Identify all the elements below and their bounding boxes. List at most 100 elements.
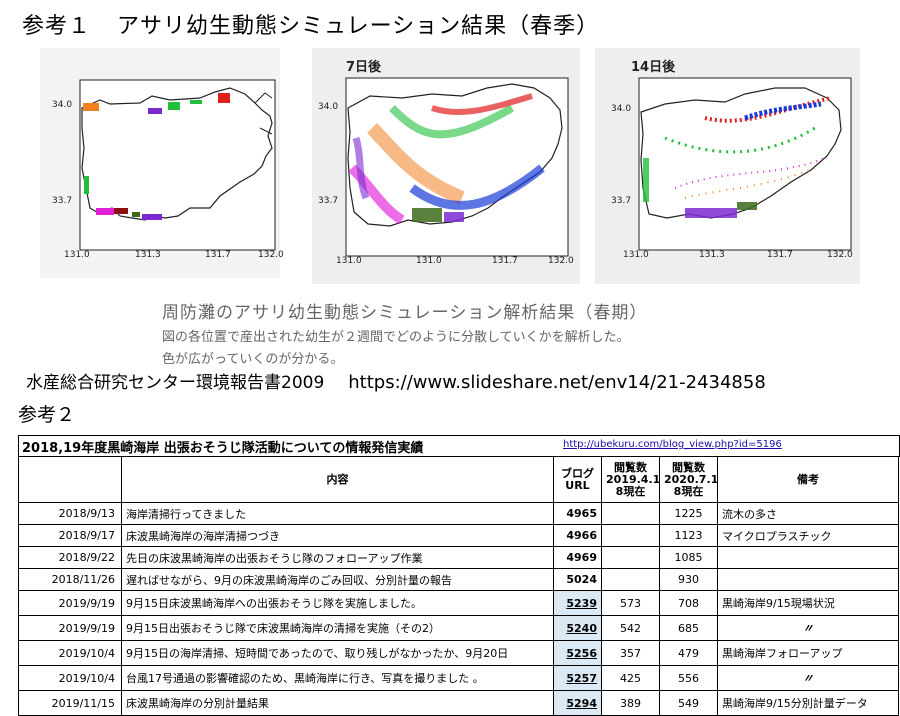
date-cell: 2019/9/19 (18, 615, 122, 641)
views-2019-cell: 389 (601, 690, 660, 716)
content-cell: 9月15日床波黒崎海岸への出張おそうじ隊を実施しました。 (121, 590, 554, 616)
blog-url-cell[interactable]: 5256 (553, 640, 602, 666)
table-row: 2019/11/15 床波黒崎海岸の分別計量結果 5294 389 549 黒崎海岸9/1… (18, 690, 899, 716)
content-cell: 床波黒崎海岸の分別計量結果 (121, 690, 554, 716)
xtick: 132.0 (258, 250, 284, 260)
content-cell: 床波黒崎海岸の海岸清掃つづき (121, 524, 554, 547)
note-cell: 黒崎海岸9/15現場状況 (717, 590, 899, 616)
dots-magenta (674, 157, 826, 189)
map-title: 7日後 (346, 60, 382, 75)
larvae-green (168, 102, 180, 110)
note-cell (717, 568, 899, 591)
note-cell (717, 546, 899, 569)
heading-label: 参考１ (22, 14, 92, 39)
map-plot-day-7 (312, 48, 580, 284)
dots-red (704, 96, 832, 123)
date-cell: 2018/9/22 (18, 546, 122, 569)
views-2019-cell (601, 568, 660, 591)
coast-green (643, 158, 649, 202)
xtick: 131.0 (64, 250, 90, 260)
blog-url-cell[interactable]: 5257 (553, 665, 602, 691)
plume-green (389, 104, 514, 139)
views-2019-cell: 542 (601, 615, 660, 641)
cluster-purple (444, 212, 464, 222)
larvae-orange (83, 103, 99, 111)
source-url[interactable]: https://www.slideshare.net/env14/21-2434… (348, 372, 766, 393)
blog-url-cell[interactable]: 5240 (553, 615, 602, 641)
larvae-red (218, 93, 230, 103)
note-cell: 流木の多さ (717, 502, 899, 525)
xtick: 132.0 (827, 250, 853, 260)
content-cell: 9月15日出張おそうじ隊で床波黒崎海岸の清掃を実施（その2） (121, 615, 554, 641)
ytick-33-7: 33.7 (52, 196, 73, 206)
note-cell: 黒崎海岸9/15分別計量データ (717, 690, 899, 716)
dots-blue (744, 101, 822, 121)
larvae-purple (148, 108, 162, 114)
coast-olive (737, 202, 757, 210)
xtick: 132.0 (548, 256, 574, 266)
table-row: 2018/9/17 床波黒崎海岸の海岸清掃つづき 4966 1123 マイクロプラスチッ… (18, 524, 899, 547)
views-2020-cell: 685 (659, 615, 718, 641)
note-cell: マイクロプラスチック (717, 524, 899, 547)
views-2019-cell: 357 (601, 640, 660, 666)
plume-blue (409, 164, 545, 210)
source-reference: 水産総合研究センター環境報告書2009 https://www.slideshar… (26, 368, 766, 393)
views-2019-cell: 425 (601, 665, 660, 691)
cluster-olive (412, 208, 442, 222)
map-day-14: 14日後 34.0 33.7 131.0 131.3 131.7 132.0 (595, 48, 860, 284)
blog-url-cell[interactable]: 4965 (553, 502, 602, 525)
date-cell: 2019/9/19 (18, 590, 122, 616)
views-2020-cell: 1085 (659, 546, 718, 569)
table-title: 2018,19年度黒崎海岸 出張おそうじ隊活動についての情報発信実績 (22, 441, 424, 456)
content-cell: 台風17号通過の影響確認のため、黒崎海岸に行き、写真を撮りました 。 (121, 665, 554, 691)
views-2020-cell: 930 (659, 568, 718, 591)
caption-line: 図の各位置で産出された幼生が２週間でどのように分散していくかを解析した。 (162, 330, 630, 345)
header-date (18, 456, 122, 503)
date-cell: 2019/10/4 (18, 640, 122, 666)
larvae-green-3 (84, 176, 89, 194)
blog-url-cell[interactable]: 5024 (553, 568, 602, 591)
table-title-row: 2018,19年度黒崎海岸 出張おそうじ隊活動についての情報発信実績 http:… (18, 435, 900, 457)
date-cell: 2018/11/26 (18, 568, 122, 591)
content-cell: 先日の床波黒崎海岸の出張おそうじ隊のフォローアップ作業 (121, 546, 554, 569)
blog-url-cell[interactable]: 5239 (553, 590, 602, 616)
header-blog-url: ブログ URL (553, 456, 602, 503)
caption-line: 色が広がっていくのが分かる。 (162, 352, 344, 367)
xtick: 131.3 (135, 250, 161, 260)
table-row: 2019/10/4 9月15日の海岸清掃、短時間であったので、取り残しがなかったか… (18, 640, 899, 666)
views-2020-cell: 1123 (659, 524, 718, 547)
content-cell: 遅ればせながら、9月の床波黒崎海岸のごみ回収、分別計量の報告 (121, 568, 554, 591)
activity-table: 内容 ブログ URL 閲覧数 2019.4.1 8現在 閲覧数 2020.7.1… (18, 456, 899, 716)
plume-red (431, 93, 533, 116)
xtick: 131.7 (492, 256, 518, 266)
table-link[interactable]: http://ubekuru.com/blog_view.php?id=5196 (563, 439, 782, 450)
header-note: 備考 (717, 456, 899, 503)
table-row: 2018/9/22 先日の床波黒崎海岸の出張おそうじ隊のフォローアップ作業 4969… (18, 546, 899, 569)
blog-url-cell[interactable]: 4966 (553, 524, 602, 547)
xtick: 131.3 (699, 250, 725, 260)
map-plot-day-14 (595, 48, 860, 284)
heading-title: アサリ幼生動態シミュレーション結果（春季） (117, 14, 600, 39)
heading-reference-1: 参考１ アサリ幼生動態シミュレーション結果（春季） (22, 8, 599, 40)
plume-purple (352, 136, 370, 200)
larvae-olive (132, 212, 140, 217)
blog-url-cell[interactable]: 5294 (553, 690, 602, 716)
header-views-2019: 閲覧数 2019.4.1 8現在 (601, 456, 660, 503)
blog-url-cell[interactable]: 4969 (553, 546, 602, 569)
views-2020-cell: 708 (659, 590, 718, 616)
date-cell: 2019/10/4 (18, 665, 122, 691)
heading-reference-2: 参考２ (18, 404, 76, 426)
ytick-33-7: 33.7 (318, 196, 339, 206)
header-content: 内容 (121, 456, 554, 503)
table-row: 2019/9/19 9月15日出張おそうじ隊で床波黒崎海岸の清掃を実施（その2） 5… (18, 615, 899, 641)
xtick: 131.0 (416, 256, 442, 266)
map-day-7: 7日後 34.0 33.7 131.0 131.0 131.7 132.0 (312, 48, 580, 284)
simulation-figure: 0日 34.0 33.7 131.0 131.3 131.7 132.0 (40, 48, 860, 286)
map-day-0: 0日 34.0 33.7 131.0 131.3 131.7 132.0 (40, 48, 284, 284)
coast-purple (685, 208, 737, 218)
ytick-34-0: 34.0 (52, 100, 73, 110)
date-cell: 2019/11/15 (18, 690, 122, 716)
xtick: 131.7 (205, 250, 231, 260)
table-row: 2018/9/13 海岸清掃行ってきました 4965 1225 流木の多さ (18, 502, 899, 525)
ytick-34-0: 34.0 (318, 102, 339, 112)
